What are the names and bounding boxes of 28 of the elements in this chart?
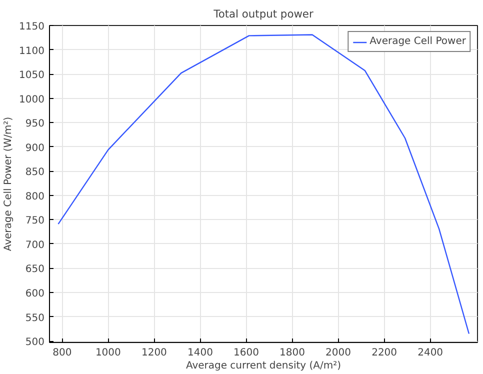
y-tick-label: 1150 <box>19 22 45 32</box>
y-tick-label: 500 <box>25 337 45 348</box>
line-series <box>58 34 470 334</box>
x-tick-label: 2400 <box>418 348 444 358</box>
x-tick-label: 1200 <box>141 348 167 358</box>
x-tick-label: 2000 <box>326 348 352 358</box>
x-tick-label: 1600 <box>234 348 259 358</box>
y-tick-label: 850 <box>25 167 45 178</box>
x-axis-title: Average current density (A/m²) <box>186 360 342 372</box>
y-tick-label: 550 <box>25 312 45 324</box>
y-tick-label: 650 <box>25 264 45 276</box>
y-tick-label: 600 <box>25 288 45 300</box>
x-tick-label: 800 <box>52 348 72 358</box>
y-axis-title: Average Cell Power (W/m²) <box>3 116 14 252</box>
chart-title: Total output power <box>212 8 314 20</box>
x-tick-label: 1000 <box>95 348 121 358</box>
y-tick-label: 1000 <box>19 94 45 106</box>
x-tick-label: 2200 <box>372 348 398 358</box>
y-tick-label: 950 <box>25 118 45 130</box>
y-tick-label: 750 <box>25 216 45 227</box>
x-tick-label: 1400 <box>187 348 213 358</box>
y-tick-label: 800 <box>25 191 45 202</box>
y-tick-label: 900 <box>25 142 45 154</box>
y-tick-label: 1100 <box>19 46 45 57</box>
x-tick-label: 1800 <box>280 348 305 358</box>
y-tick-label: 1050 <box>19 70 45 82</box>
legend-label: Average Cell Power <box>370 36 466 47</box>
y-tick-label: 700 <box>25 240 45 251</box>
